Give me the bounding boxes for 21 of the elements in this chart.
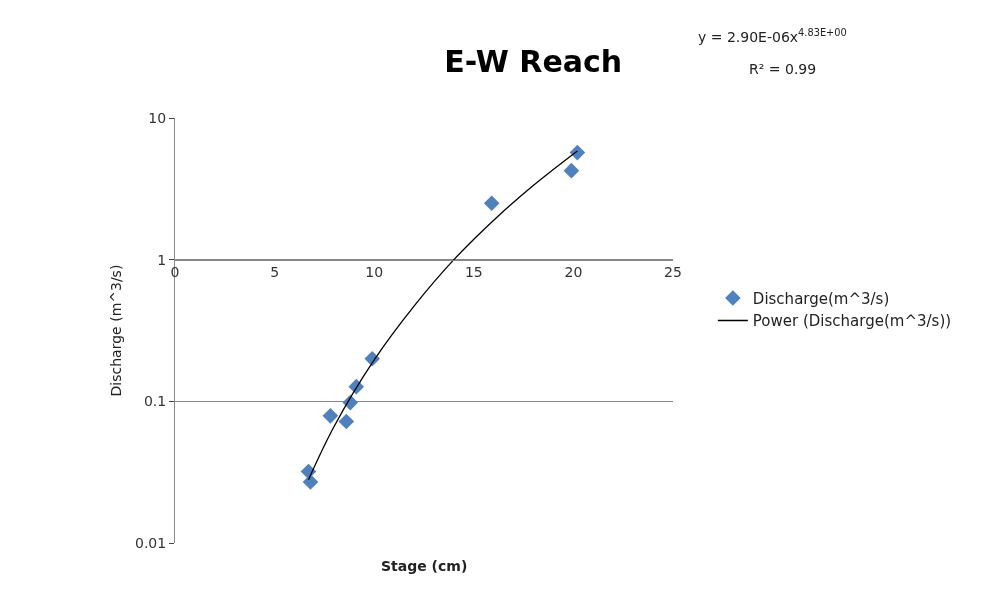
point [483, 195, 500, 212]
y-axis-title: Discharge (m^3/s) [107, 264, 124, 397]
point [563, 162, 580, 179]
y-tick-label: 0.1 [143, 393, 167, 410]
legend-label: Discharge(m^3/s) [752, 289, 890, 308]
x-tick-label: 10 [365, 264, 384, 281]
x-axis-title: Stage (cm) [381, 558, 468, 574]
text: y = 2.90E-06x$^{4.83E+00}$ [698, 27, 847, 45]
x-tick-label: 25 [664, 264, 682, 281]
point [322, 408, 339, 424]
point [302, 474, 319, 490]
legend-label: Power (Discharge(m^3/s)) [752, 312, 952, 331]
point [338, 413, 355, 430]
text: R² = 0.99 [749, 61, 817, 77]
chart-title: E-W Reach [444, 43, 623, 79]
x-tick-label: 20 [564, 264, 583, 281]
x-tick-label: 5 [270, 264, 280, 281]
x-tick-label: 15 [464, 264, 483, 281]
y-tick-label: 10 [148, 109, 167, 126]
y-tick-label: 1 [157, 251, 167, 268]
y-tick-label: 0.01 [135, 534, 167, 551]
